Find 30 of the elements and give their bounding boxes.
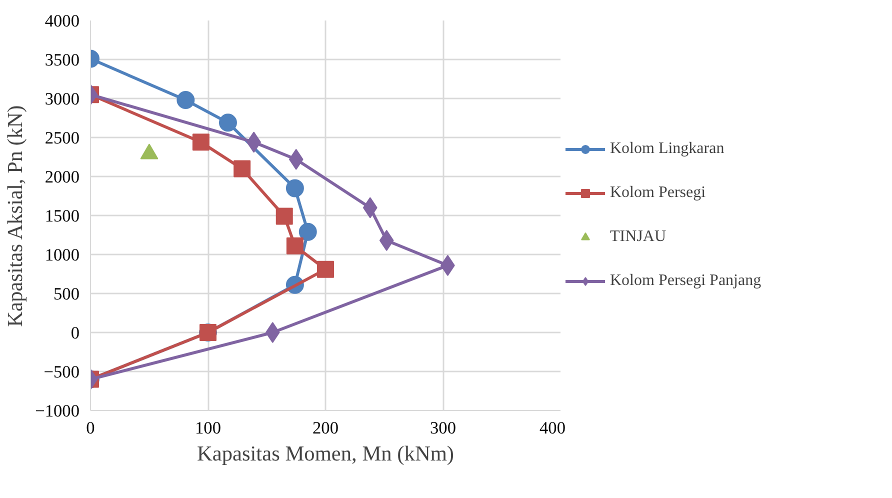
x-tick-label: 0 — [86, 418, 95, 438]
y-tick-label: 1000 — [44, 246, 80, 264]
point — [286, 237, 304, 254]
point — [265, 322, 280, 343]
legend-label: Kolom Persegi Panjang — [610, 272, 762, 290]
y-axis-title: Kapasitas Aksial, Pn (kN) — [3, 105, 28, 327]
point — [234, 160, 251, 178]
y-tick-label: 1500 — [44, 206, 80, 226]
y-tick-label: 0 — [70, 324, 80, 342]
legend-label: Kolom Persegi — [610, 184, 706, 202]
legend-label: Kolom Lingkaran — [610, 140, 724, 158]
point — [218, 114, 237, 132]
x-axis-title: Kapasitas Momen, Mn (kNm) — [196, 442, 454, 466]
y-tick-label: −1000 — [35, 402, 80, 420]
y-tick-label: 2500 — [44, 128, 80, 148]
y-tick-label: 4000 — [44, 12, 80, 30]
y-tick-label: 2000 — [44, 168, 80, 186]
x-tick-label: 100 — [195, 418, 222, 438]
x-tick-label: 400 — [540, 418, 566, 438]
x-tick-label: 300 — [430, 418, 456, 438]
point — [298, 222, 317, 241]
y-tick-label: −500 — [44, 362, 80, 382]
point — [286, 179, 304, 198]
y-tick-label: 3500 — [44, 50, 80, 70]
point — [276, 208, 293, 225]
legend-label: TINJAU — [610, 228, 666, 246]
y-tick-label: 500 — [54, 284, 80, 304]
x-tick-label: 200 — [312, 418, 339, 438]
y-tick-label: 3000 — [44, 90, 80, 108]
point — [317, 260, 334, 278]
